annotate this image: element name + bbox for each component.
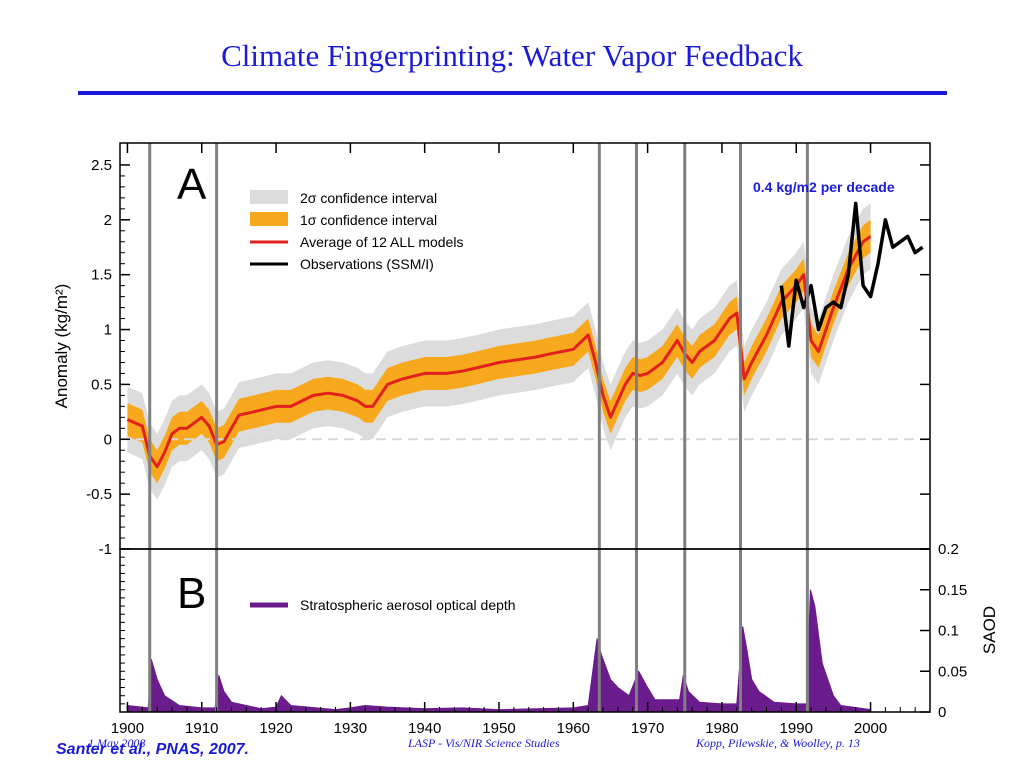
x-tick-label: 1930 bbox=[334, 720, 367, 737]
y-tick-label-a: 2.5 bbox=[91, 157, 112, 174]
series-observations bbox=[779, 201, 924, 348]
legend-label-saod: Stratospheric aerosol optical depth bbox=[300, 597, 516, 613]
y-tick-label-b: 0.15 bbox=[938, 582, 967, 599]
legend-label: 2σ confidence interval bbox=[300, 190, 437, 206]
footer-page: Kopp, Pilewskie, & Woolley, p. 13 bbox=[696, 736, 860, 750]
x-tick-label: 1970 bbox=[631, 720, 664, 737]
x-tick-label: 1950 bbox=[482, 720, 515, 737]
y-axis-label-b: SAOD bbox=[980, 606, 999, 654]
legend-label: Observations (SSM/I) bbox=[300, 256, 434, 272]
legend-swatch bbox=[250, 212, 288, 226]
x-tick-label: 1990 bbox=[780, 720, 813, 737]
x-tick-label: 2000 bbox=[854, 720, 887, 737]
footer-date: 1 May 2008 bbox=[88, 736, 146, 750]
x-tick-label: 1980 bbox=[705, 720, 738, 737]
x-tick-label: 1960 bbox=[557, 720, 590, 737]
x-tick-label: 1900 bbox=[111, 720, 144, 737]
y-tick-label-b: 0.1 bbox=[938, 623, 959, 640]
y-tick-label-a: 1 bbox=[104, 322, 112, 339]
x-tick-label: 1940 bbox=[408, 720, 441, 737]
trend-annotation: 0.4 kg/m2 per decade bbox=[753, 179, 895, 195]
legend-swatch bbox=[250, 190, 288, 204]
legend-label: Average of 12 ALL models bbox=[300, 234, 463, 250]
y-tick-label-a: 0 bbox=[104, 431, 112, 448]
title-rule bbox=[78, 91, 947, 95]
y-tick-label-a: -0.5 bbox=[86, 486, 112, 503]
slide-title: Climate Fingerprinting: Water Vapor Feed… bbox=[221, 38, 803, 73]
y-tick-label-a: -1 bbox=[99, 541, 112, 558]
y-tick-label-a: 1.5 bbox=[91, 267, 112, 284]
y-tick-label-a: 0.5 bbox=[91, 376, 112, 393]
y-tick-label-a: 2 bbox=[104, 212, 112, 229]
y-tick-label-b: 0.2 bbox=[938, 541, 959, 558]
panel-label-a: A bbox=[177, 160, 207, 209]
x-tick-label: 1910 bbox=[185, 720, 218, 737]
band-1sigma bbox=[127, 219, 871, 484]
legend-label: 1σ confidence interval bbox=[300, 212, 437, 228]
series-model-mean bbox=[126, 235, 872, 469]
y-tick-label-b: 0 bbox=[938, 704, 946, 721]
citation: Santer et al., PNAS, 2007. bbox=[56, 741, 249, 758]
y-axis-label-a: Anomaly (kg/m²) bbox=[52, 284, 71, 409]
y-tick-label-b: 0.05 bbox=[938, 663, 967, 680]
x-tick-label: 1920 bbox=[259, 720, 292, 737]
footer-center: LASP - Vis/NIR Science Studies bbox=[408, 736, 560, 750]
panel-label-b: B bbox=[177, 569, 206, 618]
